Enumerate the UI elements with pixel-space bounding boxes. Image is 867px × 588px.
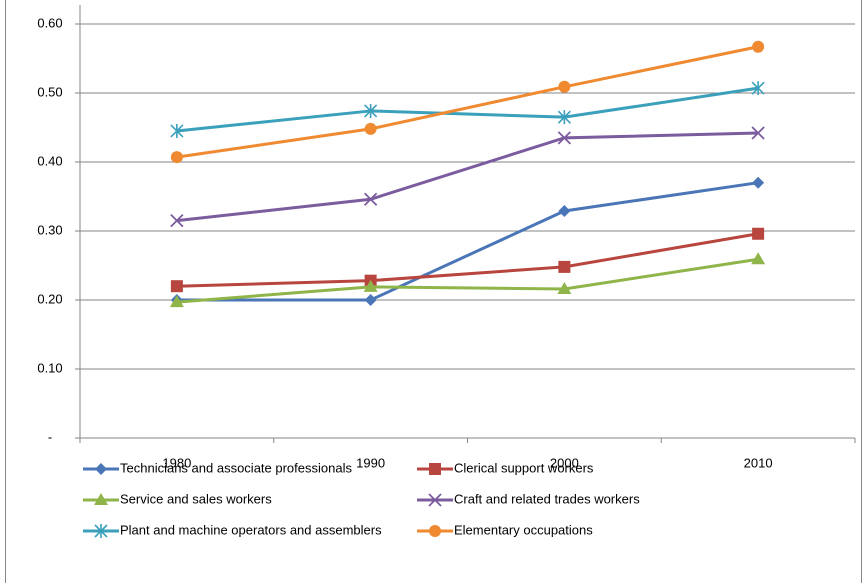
legend-label: Service and sales workers [120,491,272,506]
data-point [558,80,571,93]
y-tick-label: 0.30 [37,222,62,237]
chart-border [5,0,862,588]
data-point [751,126,765,140]
data-point [751,81,765,96]
y-tick-label: 0.60 [37,15,62,30]
x-tick-label: 2010 [744,455,773,470]
data-point [752,40,765,53]
data-point [170,214,184,228]
x-tick-label: 1980 [162,455,191,470]
x-tick-label: 2000 [550,455,579,470]
legend-label: Technicians and associate professionals [120,460,352,475]
legend-label: Elementary occupations [454,522,593,537]
legend-label: Craft and related trades workers [454,491,640,506]
data-point [558,204,571,217]
y-tick-label: 0.50 [37,84,62,99]
data-point [557,110,571,125]
legend-marker [429,463,441,475]
data-point [364,294,377,306]
legend-label: Clerical support workers [454,460,594,475]
series-line [176,131,759,223]
data-point [170,280,183,293]
y-tick-label: 0.40 [37,153,62,168]
legend-label: Plant and machine operators and assemble… [120,522,382,537]
data-point [752,227,765,240]
legend-marker [428,493,442,507]
data-point [170,151,183,164]
series-line [176,45,759,159]
data-point [557,281,572,294]
data-point [752,176,765,189]
data-point [364,122,377,135]
series-line [176,257,759,304]
y-tick-label: 0.10 [37,360,62,375]
legend-marker [94,493,108,505]
legend-marker [95,463,107,475]
y-tick-label: - [48,429,52,444]
data-point [169,295,184,308]
data-point [558,260,571,273]
data-point [364,103,378,118]
series-line [176,232,759,288]
y-tick-label: 0.20 [37,291,62,306]
data-point [170,123,184,138]
data-point [751,252,766,265]
data-point [363,192,378,206]
series-line [176,181,759,302]
series-line [176,86,759,133]
data-point [557,131,572,145]
data-point [363,279,378,292]
legend-marker [429,525,441,537]
x-tick-label: 1990 [356,455,385,470]
legend-marker [94,524,108,538]
